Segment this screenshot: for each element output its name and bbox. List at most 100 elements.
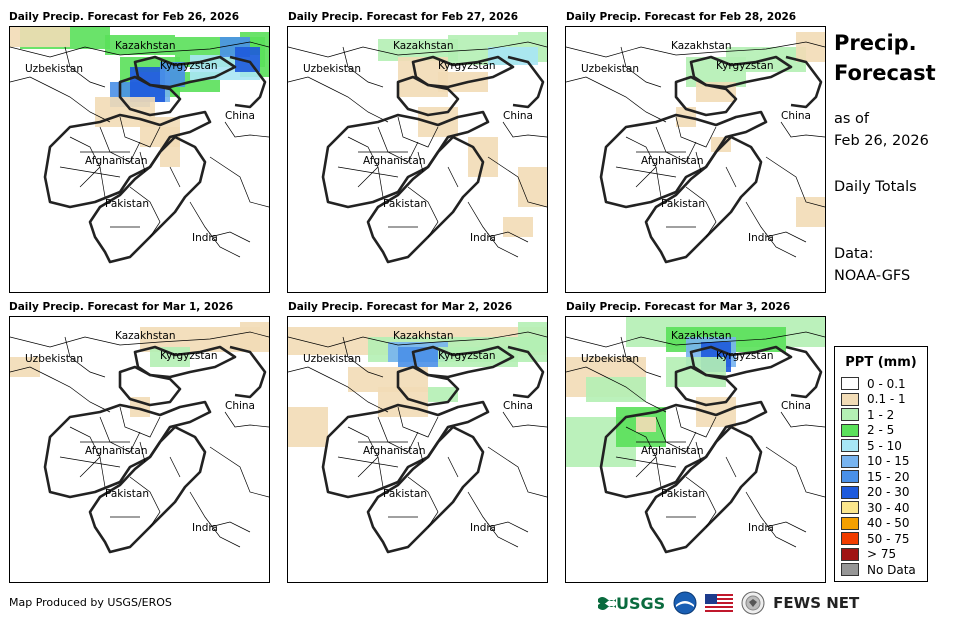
border-line [99,416,141,453]
label-kazakhstan: Kazakhstan [115,330,176,342]
legend-label: 15 - 20 [867,469,910,484]
label-afghanistan: Afghanistan [641,155,704,167]
border-line [765,521,807,533]
side-title-line1: Precip. [834,31,917,55]
legend-item: 50 - 75 [835,531,927,547]
precip-cell [518,167,547,207]
panel-title-3: Daily Precip. Forecast for Feb 28, 2026 [566,11,797,23]
legend-label: 0 - 0.1 [867,376,906,391]
border-line [99,126,141,163]
legend-item: 5 - 10 [835,438,927,454]
border-line [447,166,459,188]
side-title-line2: Forecast [834,61,936,85]
border-line [377,456,384,488]
label-uzbekistan: Uzbekistan [25,353,83,365]
label-uzbekistan: Uzbekistan [25,63,83,75]
noaa-logo-icon [673,591,697,615]
panel-title-5: Daily Precip. Forecast for Mar 2, 2026 [288,301,513,313]
border-line [765,231,807,243]
precip-cell [150,347,190,367]
legend-swatch [841,439,859,453]
border-line [615,456,677,468]
country-outline [366,135,485,264]
border-line [695,151,702,173]
border-line [342,336,384,378]
border-line [447,456,459,478]
border-line [209,156,269,208]
legend-item: 40 - 50 [835,516,927,532]
logo-bar: USGS FEWS NET [598,590,859,616]
border-line [119,406,161,438]
precip-layer [566,317,825,467]
legend-label: 40 - 50 [867,516,910,531]
legend-swatch [841,516,859,530]
border-line [99,166,106,198]
border-line [745,201,797,258]
country-outline [396,365,460,407]
border-line [725,166,737,188]
label-uzbekistan: Uzbekistan [303,63,361,75]
label-india: India [192,232,218,244]
border-line [10,366,111,413]
legend-swatch [841,532,859,546]
border-line [407,186,439,238]
label-uzbekistan: Uzbekistan [303,353,361,365]
precip-cell [796,197,825,227]
panel-title-6: Daily Precip. Forecast for Mar 3, 2026 [566,301,791,313]
legend-swatch [841,392,859,406]
label-afghanistan: Afghanistan [363,155,426,167]
label-afghanistan: Afghanistan [85,445,148,457]
department-seal-icon [741,591,765,615]
label-pakistan: Pakistan [661,488,705,500]
country-outline [366,425,485,554]
precip-layer [378,32,547,237]
border-line [620,336,662,378]
border-line [347,136,379,188]
precip-cell [288,407,328,447]
border-line [745,491,797,548]
map-panel-5: Kazakhstan Uzbekistan Kyrgyzstan China Afgha… [287,316,548,583]
legend-swatch [841,563,859,577]
border-line [417,441,424,463]
legend-label: 50 - 75 [867,531,910,546]
map-panel-2: Kazakhstan Uzbekistan Kyrgyzstan China Afgha… [287,26,548,293]
label-pakistan: Pakistan [105,488,149,500]
label-india: India [748,522,774,534]
border-line [377,166,384,198]
label-uzbekistan: Uzbekistan [581,353,639,365]
usgs-text: USGS [616,593,666,613]
label-kyrgyzstan: Kyrgyzstan [438,350,496,362]
legend-item: 10 - 15 [835,454,927,470]
border-line [397,406,439,438]
as-of-date: Feb 26, 2026 [834,133,929,149]
border-line [10,76,111,123]
legend-title: PPT (mm) [845,355,917,370]
legend-swatch [841,547,859,561]
border-line [566,331,825,348]
legend-item: 20 - 30 [835,485,927,501]
label-kazakhstan: Kazakhstan [671,330,732,342]
country-outline [599,110,768,209]
data-value: NOAA-GFS [834,268,911,284]
border-line [655,416,697,453]
map-panel-1: Kazakhstan Uzbekistan Kyrgyzstan China Afgha… [9,26,270,293]
border-line [487,521,529,533]
legend-swatch [841,470,859,484]
border-line [467,491,519,548]
precip-layer [10,322,269,417]
border-line [209,231,251,243]
precip-cell [636,417,656,432]
legend-label: 0.1 - 1 [867,392,906,407]
label-kazakhstan: Kazakhstan [671,40,732,52]
label-kazakhstan: Kazakhstan [115,40,176,52]
side-title: Precip. Forecast [834,28,936,88]
legend-item: No Data [835,562,927,578]
precip-map: Kazakhstan Uzbekistan Kyrgyzstan China Afgha… [566,32,825,264]
country-outline [644,425,763,554]
legend-item: 0 - 0.1 [835,376,927,392]
legend-label: 10 - 15 [867,454,910,469]
country-outline [118,75,182,117]
as-of-label: as of [834,111,870,127]
border-line [655,456,662,488]
